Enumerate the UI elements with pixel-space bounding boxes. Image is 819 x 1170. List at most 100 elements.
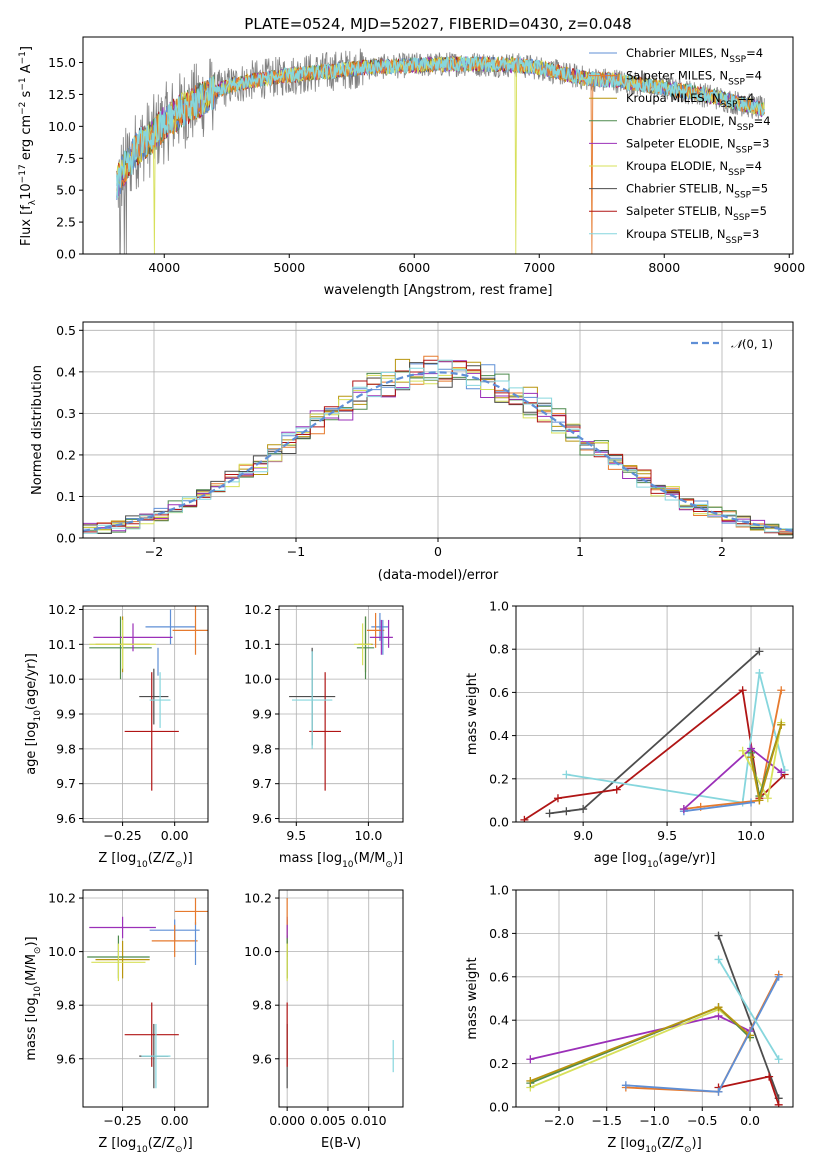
y-tick-label: 0.8 xyxy=(489,926,509,941)
y-tick-label: 0.2 xyxy=(489,1056,509,1071)
label-part: =4 xyxy=(745,69,762,83)
label-part: (0, 1) xyxy=(742,337,773,351)
legend-label-3: Chabrier ELODIE, NSSP=4 xyxy=(626,114,771,133)
label-part: −17 xyxy=(18,164,28,183)
y-tick-label: 9.6 xyxy=(56,811,76,826)
massweight-vs-Z-panel: −2.0 −1.5 −1.0 −0.5 0.0 0.0 0.2 0.4 0.6 0.8 1.0 Z [… xyxy=(465,883,794,1155)
x-tick-label: −0.25 xyxy=(103,828,141,843)
label-part: 10 xyxy=(645,1145,657,1155)
y-tick-label: 15.0 xyxy=(48,55,76,70)
legend-label-normal: 𝒩(0, 1) xyxy=(731,337,773,351)
y-tick-label: 9.8 xyxy=(252,741,272,756)
weight-marker xyxy=(755,647,764,656)
plot-area xyxy=(87,898,208,1089)
x-axis-label: age [log10(age/yr)] xyxy=(594,851,716,870)
x-tick-label: −0.25 xyxy=(103,1113,141,1128)
x-tick-label: 9000 xyxy=(773,260,805,275)
axes-frame xyxy=(515,605,794,823)
label-part: Chabrier STELIB, N xyxy=(626,182,734,196)
label-part: mass [log xyxy=(24,997,39,1060)
y-tick-label: 9.8 xyxy=(252,998,272,1013)
weight-marker xyxy=(714,1087,723,1096)
y-tick-label: 10.2 xyxy=(48,891,76,906)
y-tick-label: 9.9 xyxy=(56,707,76,722)
y-tick-label: 0.6 xyxy=(489,685,509,700)
label-part: )] xyxy=(393,851,403,866)
label-part: mass [log xyxy=(279,851,342,866)
label-part: (age/yr)] xyxy=(658,851,715,866)
label-part: =4 xyxy=(754,114,771,128)
x-tick-label: 9.5 xyxy=(286,828,306,843)
label-part: 10 xyxy=(33,710,43,722)
plot-area xyxy=(520,647,789,822)
plot-area xyxy=(289,612,393,791)
weight-line-3 xyxy=(529,1008,751,1089)
weight-line-0 xyxy=(549,650,761,815)
weight-marker xyxy=(579,805,588,814)
label-part: =3 xyxy=(742,227,759,241)
label-part: age [log xyxy=(24,722,39,775)
histogram-8 xyxy=(83,359,793,534)
label-part: SSP xyxy=(726,236,743,246)
x-tick-label: −1 xyxy=(287,544,305,559)
y-tick-label: 10.1 xyxy=(48,637,76,652)
y-tick-label: 10.2 xyxy=(244,891,272,906)
weight-marker xyxy=(763,794,772,803)
label-part: =5 xyxy=(750,204,767,218)
y-tick-label: 5.0 xyxy=(56,183,76,198)
label-part: ⊙ xyxy=(175,1145,183,1155)
mass-vs-EBV-panel: 0.000 0.005 0.010 9.6 9.8 10.0 10.2 E(B-V) xyxy=(244,889,404,1151)
plot-area xyxy=(116,48,765,254)
weight-line-2 xyxy=(566,672,786,804)
x-tick-label: 0.010 xyxy=(351,1113,387,1128)
x-tick-label: −1.0 xyxy=(639,1113,669,1128)
label-part: −1 xyxy=(18,51,28,64)
axes-frame xyxy=(82,36,794,255)
y-tick-label: 0.4 xyxy=(489,1013,509,1028)
label-part: λ xyxy=(28,199,38,205)
x-tick-label: 1 xyxy=(576,544,584,559)
weight-marker xyxy=(777,686,786,695)
axes-frame xyxy=(278,889,404,1108)
y-axis-label: Flux [fλ10−17 erg cm−2 s−1 A−1] xyxy=(18,46,38,246)
y-tick-label: 10.0 xyxy=(244,672,272,687)
y-tick-label: 7.5 xyxy=(56,151,76,166)
x-tick-label: 10.0 xyxy=(737,828,765,843)
y-tick-label: 0.0 xyxy=(56,531,76,546)
x-tick-label: 0.005 xyxy=(310,1113,346,1128)
weight-line-3 xyxy=(683,690,783,810)
label-part: SSP xyxy=(737,123,754,133)
weight-marker xyxy=(520,815,529,822)
label-part: =4 xyxy=(745,159,762,173)
y-axis-label: mass weight xyxy=(465,673,480,755)
label-part: SSP xyxy=(728,168,745,178)
label-part: Flux [f xyxy=(19,205,34,246)
weight-marker xyxy=(738,686,747,695)
x-axis-label: E(B-V) xyxy=(321,1136,361,1151)
plot-area xyxy=(286,898,394,1089)
x-tick-label: 9.5 xyxy=(657,828,677,843)
y-tick-label: 0.0 xyxy=(56,247,76,262)
x-tick-label: 2 xyxy=(718,544,726,559)
legend-label-2: Kroupa MILES, NSSP=4 xyxy=(626,91,754,110)
y-tick-label: 10.1 xyxy=(244,637,272,652)
label-part: Z [log xyxy=(98,1136,136,1151)
label-part: 10 xyxy=(33,986,43,998)
weight-marker xyxy=(747,753,756,762)
y-tick-label: 1.0 xyxy=(489,883,509,898)
weight-marker xyxy=(765,1072,774,1081)
weight-marker xyxy=(738,746,747,755)
label-part: =4 xyxy=(746,46,763,60)
y-tick-label: 10.0 xyxy=(48,119,76,134)
label-part: )] xyxy=(24,936,39,946)
x-tick-label: 0.000 xyxy=(269,1113,305,1128)
y-tick-label: 0.2 xyxy=(56,447,76,462)
label-part: (Z/Z xyxy=(657,1136,684,1151)
label-part: ⊙ xyxy=(385,860,393,870)
y-tick-label: 0.5 xyxy=(56,323,76,338)
y-tick-label: 0.8 xyxy=(489,642,509,657)
weight-marker xyxy=(545,809,554,818)
y-tick-label: 1.0 xyxy=(489,599,509,614)
label-part: Salpeter MILES, N xyxy=(626,69,728,83)
